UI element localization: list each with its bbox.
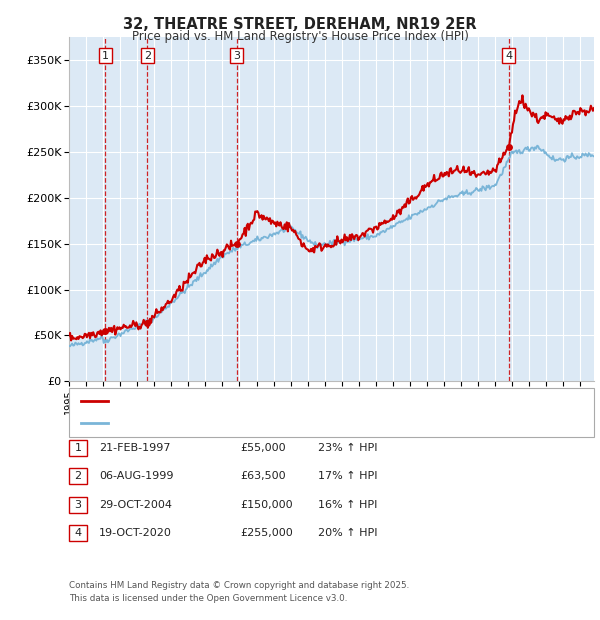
Text: 19-OCT-2020: 19-OCT-2020 — [99, 528, 172, 538]
Text: £150,000: £150,000 — [240, 500, 293, 510]
Text: 2: 2 — [74, 471, 82, 481]
Text: 20% ↑ HPI: 20% ↑ HPI — [318, 528, 377, 538]
Text: Contains HM Land Registry data © Crown copyright and database right 2025.: Contains HM Land Registry data © Crown c… — [69, 581, 409, 590]
Text: Price paid vs. HM Land Registry's House Price Index (HPI): Price paid vs. HM Land Registry's House … — [131, 30, 469, 43]
Text: HPI: Average price, semi-detached house, Breckland: HPI: Average price, semi-detached house,… — [114, 418, 388, 428]
Text: 17% ↑ HPI: 17% ↑ HPI — [318, 471, 377, 481]
Text: 06-AUG-1999: 06-AUG-1999 — [99, 471, 173, 481]
Text: 32, THEATRE STREET, DEREHAM, NR19 2ER: 32, THEATRE STREET, DEREHAM, NR19 2ER — [123, 17, 477, 32]
Text: This data is licensed under the Open Government Licence v3.0.: This data is licensed under the Open Gov… — [69, 593, 347, 603]
Text: £55,000: £55,000 — [240, 443, 286, 453]
Text: 2: 2 — [144, 51, 151, 61]
Text: 29-OCT-2004: 29-OCT-2004 — [99, 500, 172, 510]
Text: 3: 3 — [233, 51, 240, 61]
Text: 4: 4 — [505, 51, 512, 61]
Text: 1: 1 — [102, 51, 109, 61]
Text: 21-FEB-1997: 21-FEB-1997 — [99, 443, 170, 453]
Text: £255,000: £255,000 — [240, 528, 293, 538]
Text: 16% ↑ HPI: 16% ↑ HPI — [318, 500, 377, 510]
Text: 32, THEATRE STREET, DEREHAM, NR19 2ER (semi-detached house): 32, THEATRE STREET, DEREHAM, NR19 2ER (s… — [114, 396, 464, 406]
Text: 4: 4 — [74, 528, 82, 538]
Text: 1: 1 — [74, 443, 82, 453]
Text: £63,500: £63,500 — [240, 471, 286, 481]
Text: 23% ↑ HPI: 23% ↑ HPI — [318, 443, 377, 453]
Text: 3: 3 — [74, 500, 82, 510]
